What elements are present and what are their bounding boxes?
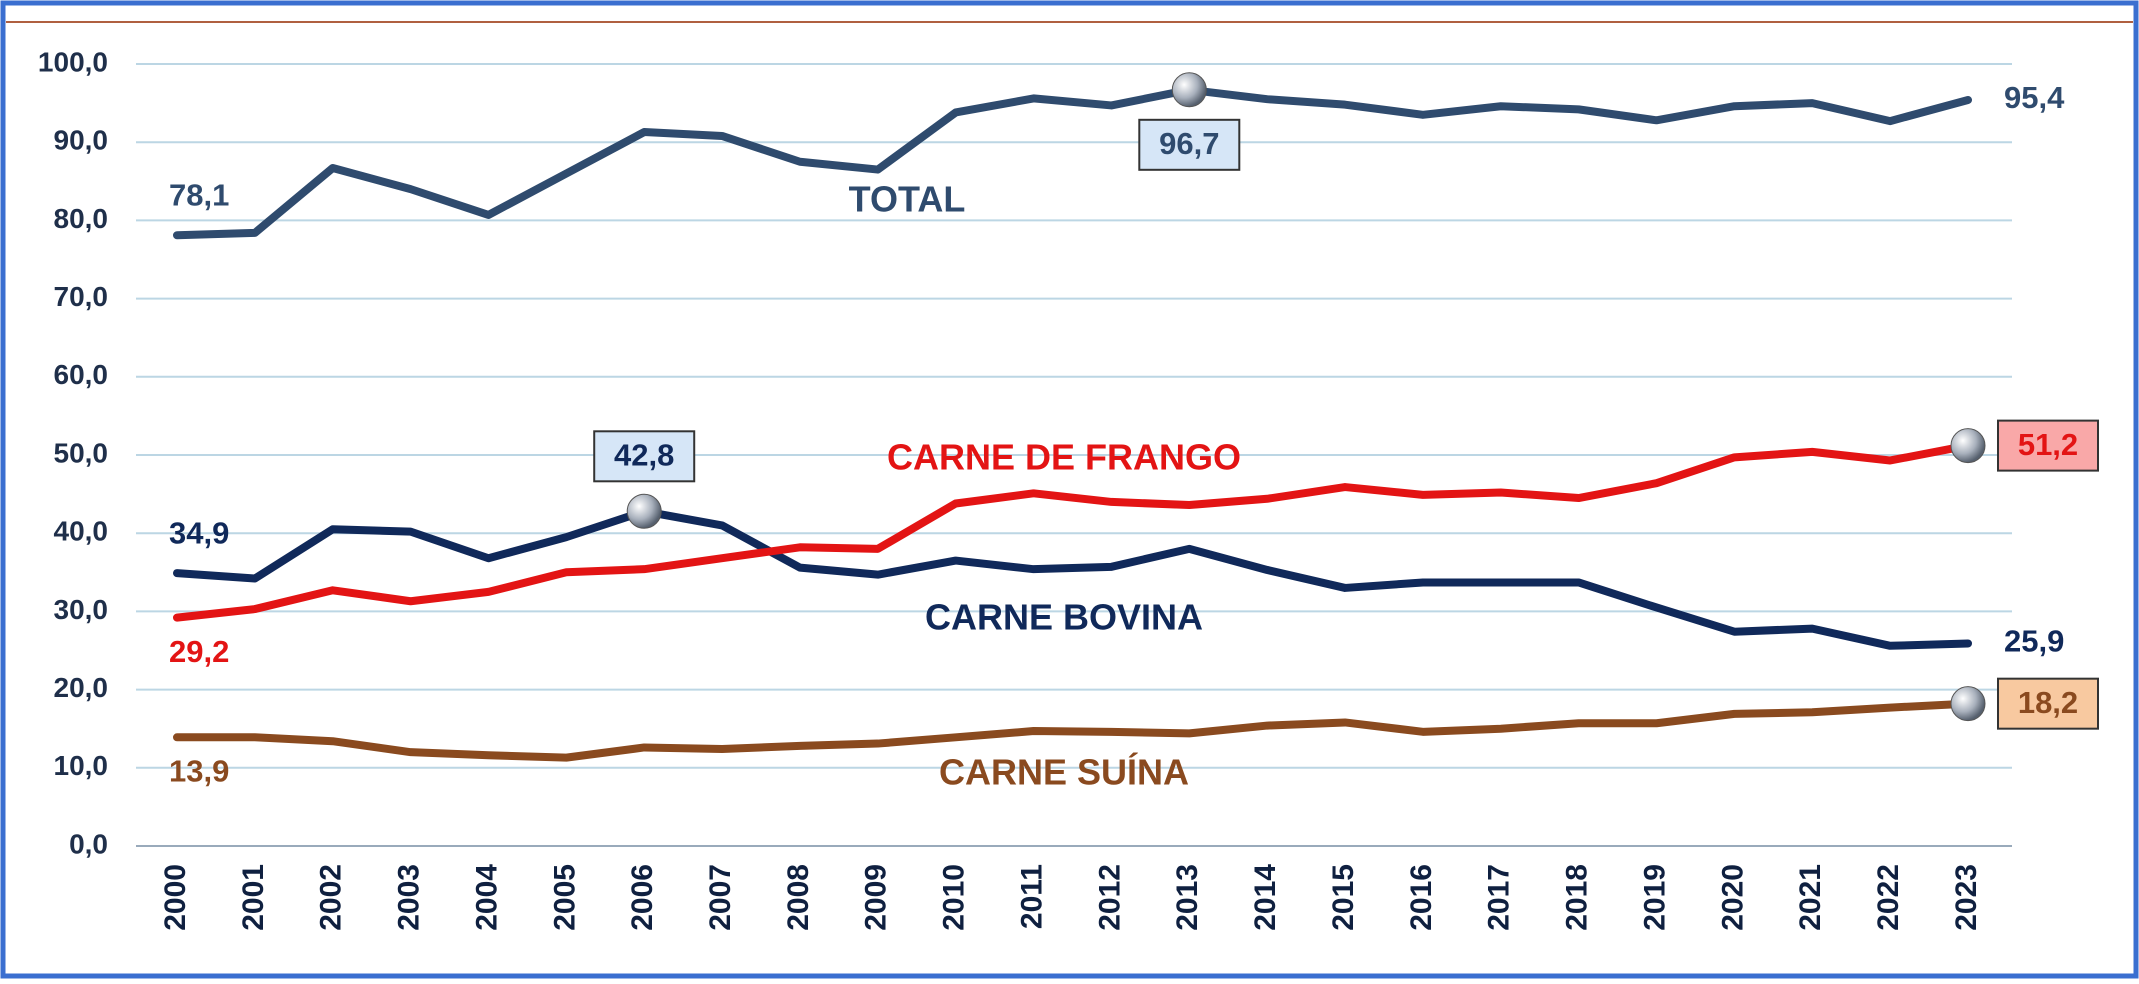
highlight-marker [1171,72,1207,108]
x-tick-label: 2003 [393,864,426,931]
value-label: 29,2 [169,634,229,669]
series-line [173,699,1972,762]
y-tick-label: 30,0 [54,594,109,625]
x-tick-label: 2018 [1561,864,1594,931]
x-tick-label: 2016 [1405,864,1438,931]
x-tick-label: 2010 [938,864,971,931]
highlight-marker [1950,428,1986,464]
series-label: CARNE BOVINA [925,597,1203,638]
value-label-box [1997,677,2099,730]
y-tick-label: 0,0 [69,828,108,859]
value-label-box [1997,419,2099,472]
value-label: 34,9 [169,515,229,550]
x-tick-label: 2023 [1950,864,1983,931]
x-tick-label: 2017 [1483,864,1516,931]
x-tick-label: 2020 [1716,864,1749,931]
series-label: CARNE SUÍNA [939,752,1189,793]
x-tick-label: 2019 [1638,864,1671,931]
y-tick-label: 60,0 [54,359,109,390]
highlight-marker [1950,686,1986,722]
value-label: 25,9 [2004,624,2064,659]
value-label: 96,7 [1159,126,1219,161]
value-label: 13,9 [169,753,229,788]
value-label: 51,2 [2018,427,2078,462]
y-tick-label: 10,0 [54,750,109,781]
x-tick-label: 2021 [1794,864,1827,931]
series-label: TOTAL [849,179,966,220]
x-tick-label: 2006 [626,864,659,931]
series-line [173,85,1972,240]
series-line [173,507,1972,650]
x-tick-label: 2001 [237,864,270,931]
x-tick-label: 2007 [704,864,737,931]
x-tick-label: 2022 [1872,864,1905,931]
x-tick-label: 2008 [782,864,815,931]
y-tick-label: 100,0 [38,46,108,77]
x-tick-label: 2014 [1249,864,1282,931]
value-label: 42,8 [614,437,674,472]
y-tick-label: 50,0 [54,437,109,468]
x-tick-label: 2012 [1093,864,1126,931]
series-label: CARNE DE FRANGO [887,437,1241,478]
x-tick-label: 2009 [860,864,893,931]
x-tick-label: 2002 [315,864,348,931]
y-tick-label: 40,0 [54,516,109,547]
highlight-marker [626,493,662,529]
x-tick-label: 2005 [548,864,581,931]
y-tick-label: 80,0 [54,203,109,234]
value-label-box [1138,118,1241,171]
value-label: 18,2 [2018,685,2078,720]
x-tick-label: 2000 [159,864,192,931]
y-tick-label: 90,0 [54,125,109,156]
series-line [173,441,1972,622]
x-tick-label: 2004 [470,864,503,931]
value-label: 78,1 [169,177,229,212]
y-tick-label: 70,0 [54,281,109,312]
x-tick-label: 2011 [1015,864,1048,929]
x-tick-label: 2013 [1171,864,1204,931]
y-tick-label: 20,0 [54,672,109,703]
value-label-box [593,430,696,483]
value-label: 95,4 [2004,80,2065,115]
x-tick-label: 2015 [1327,864,1360,931]
